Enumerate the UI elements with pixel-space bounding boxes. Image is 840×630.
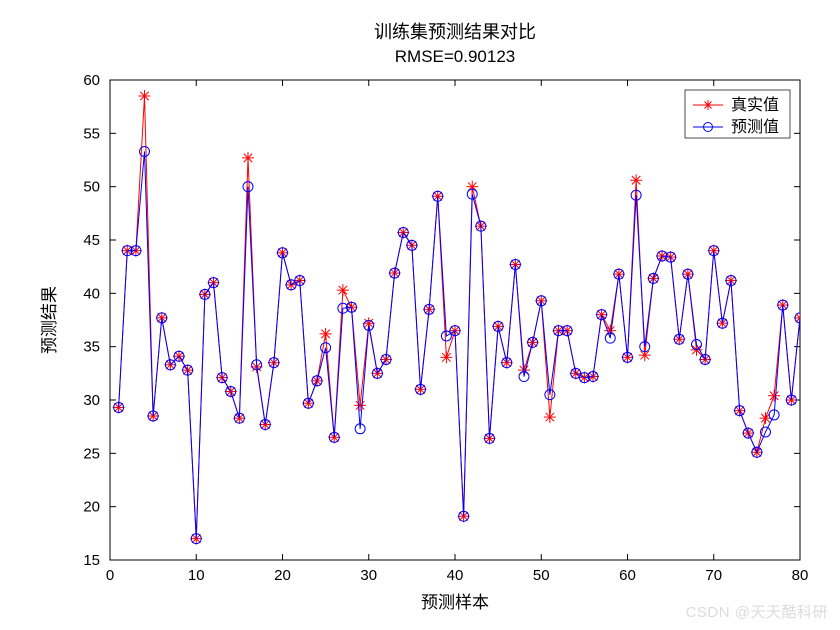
x-tick-label: 20 [274, 567, 291, 584]
x-tick-label: 80 [792, 567, 809, 584]
legend-label: 预测值 [731, 118, 779, 136]
y-tick-label: 60 [83, 72, 100, 89]
y-tick-label: 45 [83, 232, 100, 249]
x-tick-label: 10 [188, 567, 205, 584]
x-axis-label: 预测样本 [421, 593, 489, 612]
legend-label: 真实值 [731, 96, 779, 114]
y-tick-label: 50 [83, 179, 100, 196]
series-预测值 [114, 146, 805, 543]
series-line [119, 96, 800, 539]
y-tick-label: 30 [83, 392, 100, 409]
chart-title: 训练集预测结果对比 [374, 22, 536, 42]
y-tick-label: 15 [83, 552, 100, 569]
x-tick-label: 0 [106, 567, 114, 584]
y-tick-label: 25 [83, 445, 100, 462]
series-line [119, 151, 800, 538]
x-tick-label: 50 [533, 567, 550, 584]
chart-svg: 训练集预测结果对比 RMSE=0.90123 0 10 20 30 40 50 60 70 80 15… [0, 0, 840, 630]
x-tick-label: 70 [705, 567, 722, 584]
y-tick-label: 35 [83, 339, 100, 356]
y-tick-label: 20 [83, 499, 100, 516]
x-tick-label: 30 [360, 567, 377, 584]
x-tick-label: 40 [447, 567, 464, 584]
y-tick-label: 55 [83, 125, 100, 142]
legend: 真实值预测值 [685, 90, 790, 138]
x-tick-label: 60 [619, 567, 636, 584]
axes-box [110, 80, 800, 560]
chart-subtitle: RMSE=0.90123 [395, 47, 516, 66]
y-tick-label: 40 [83, 285, 100, 302]
y-axis-label: 预测结果 [40, 286, 59, 354]
figure-container: { "chart": { "type": "line", "title": "训… [0, 0, 840, 630]
